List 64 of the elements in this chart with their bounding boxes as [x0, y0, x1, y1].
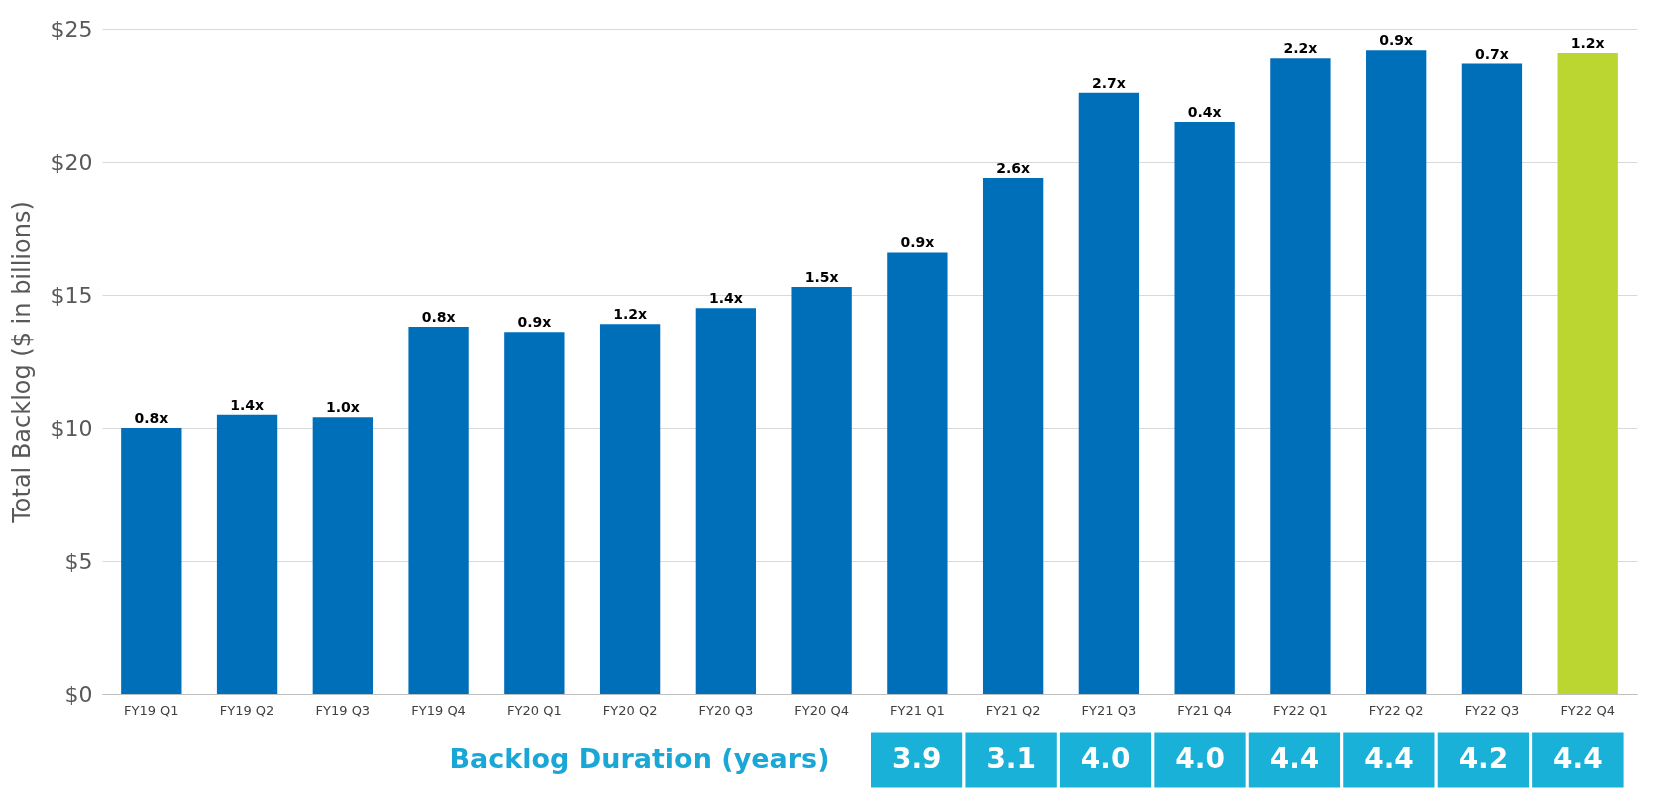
bar: [1461, 63, 1523, 694]
annotation: 0.9x: [1379, 32, 1414, 49]
annotation: 1.4x: [230, 396, 264, 413]
text: 4.0: [1175, 742, 1225, 775]
y-tick-label: $0: [64, 681, 93, 707]
x-tick-label: FY19 Q4: [411, 702, 466, 718]
bar: [504, 332, 565, 694]
x-tick-label: FY19 Q2: [219, 702, 275, 718]
text: Backlog Duration (years): [449, 743, 830, 774]
bar: [216, 414, 278, 694]
bar: [121, 428, 182, 694]
annotation: 2.2x: [1283, 40, 1318, 57]
bar: [1078, 92, 1140, 694]
x-tick-label: FY22 Q1: [1273, 702, 1328, 718]
annotation: 0.7x: [1475, 45, 1509, 62]
x-tick-label: FY22 Q4: [1560, 702, 1615, 718]
annotation: 2.7x: [1091, 74, 1126, 91]
text: 3.9: [891, 742, 942, 775]
x-tick-label: FY20 Q1: [507, 702, 562, 718]
x-tick-label: FY20 Q2: [602, 702, 658, 718]
annotation: 1.2x: [1570, 34, 1605, 51]
text: 4.4: [1553, 742, 1603, 775]
text: 4.4: [1364, 742, 1414, 775]
bar: [599, 324, 661, 694]
y-tick-label: $25: [50, 16, 93, 42]
annotation: 2.6x: [996, 159, 1031, 176]
annotation: 0.9x: [517, 314, 552, 331]
text: 3.1: [986, 742, 1036, 775]
y-tick-label: $10: [50, 415, 93, 441]
bar: [312, 417, 373, 694]
annotation: 0.9x: [900, 234, 935, 251]
x-tick-label: FY21 Q2: [985, 702, 1041, 718]
bar: [1557, 52, 1618, 694]
x-tick-label: FY21 Q4: [1177, 702, 1232, 718]
bar: [1366, 50, 1427, 694]
x-tick-label: FY21 Q1: [890, 702, 945, 718]
annotation: 1.5x: [804, 269, 839, 286]
x-tick-label: FY19 Q1: [124, 702, 179, 718]
text: 4.2: [1458, 742, 1509, 775]
y-tick-label: $5: [64, 548, 93, 574]
bar: [791, 287, 852, 694]
y-tick-label: $20: [50, 149, 93, 175]
bar: [982, 177, 1044, 694]
x-tick-label: FY21 Q3: [1081, 702, 1137, 718]
y-tick-label: $15: [50, 282, 93, 308]
x-tick-label: FY22 Q2: [1368, 702, 1424, 718]
annotation: 1.2x: [613, 306, 648, 323]
x-tick-label: FY19 Q3: [315, 702, 371, 718]
annotation: 1.4x: [708, 290, 743, 307]
annotation: 0.8x: [421, 308, 456, 325]
y-axis-title: Total Backlog ($ in billions): [7, 201, 36, 524]
text: 4.0: [1080, 742, 1131, 775]
annotation: 0.8x: [134, 410, 169, 426]
annotation: 0.4x: [1187, 104, 1222, 121]
bar: [887, 252, 948, 694]
bar: [1174, 122, 1235, 694]
bar: [695, 308, 757, 694]
text: 4.4: [1269, 742, 1320, 775]
x-tick-label: FY20 Q3: [698, 702, 754, 718]
bar: [408, 326, 469, 694]
bar: [1270, 58, 1331, 694]
annotation: 1.0x: [325, 399, 360, 416]
x-tick-label: FY20 Q4: [794, 702, 849, 718]
x-tick-label: FY22 Q3: [1464, 702, 1520, 718]
